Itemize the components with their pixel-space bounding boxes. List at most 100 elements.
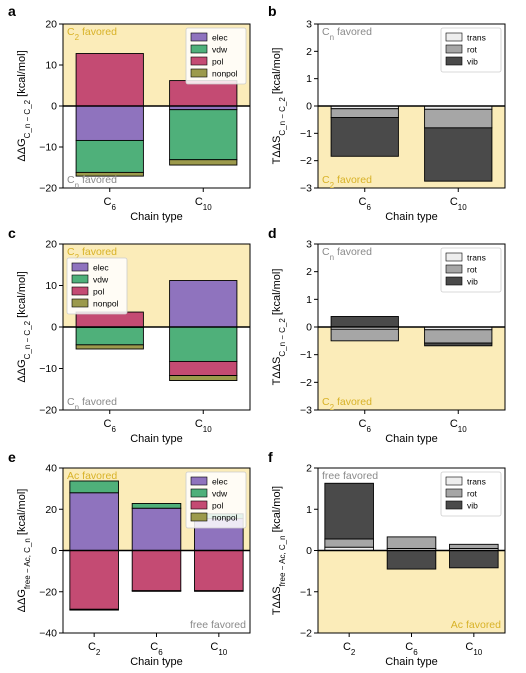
- legend-swatch-pol: [190, 500, 208, 510]
- legend-swatch-rot: [445, 264, 463, 274]
- legend-label-vdw: vdw: [212, 45, 228, 55]
- y-axis-label: TΔΔSC_n − C_2 [kcal/mol]: [271, 48, 287, 165]
- y-axis-label: TΔΔSfree − Ac, C_n [kcal/mol]: [271, 486, 287, 615]
- legend-swatch-nonpol: [71, 298, 89, 308]
- y-tick-label: −2: [300, 155, 312, 167]
- legend-label-elec: elec: [93, 263, 109, 273]
- legend: trans rot vib: [440, 247, 502, 293]
- y-tick-label: 1: [306, 73, 312, 85]
- legend: trans rot vib: [440, 27, 502, 73]
- panel-d: d −3 −2 −1 0 1 2 3 C6 C10 Chain type TΔΔSC_n − C_2 …: [268, 225, 506, 445]
- bar-vdw: [169, 326, 238, 362]
- bar-vib: [424, 127, 493, 182]
- legend-swatch-trans: [445, 252, 463, 262]
- legend-swatch-elec: [71, 262, 89, 272]
- y-tick-label: 10: [45, 280, 57, 292]
- bar-elec: [169, 280, 238, 328]
- panel-f: f −2 −1 0 1 2 C2 C6 C10 Chain type TΔΔSfree − Ac, …: [268, 449, 506, 668]
- x-tick-label: C6: [150, 641, 163, 657]
- x-axis-label: Chain type: [385, 433, 438, 445]
- x-tick-label: C6: [359, 196, 372, 212]
- region-label-bottom: C2 favored: [322, 174, 372, 190]
- bar-vib: [449, 550, 499, 569]
- legend-label-pol: pol: [212, 57, 223, 67]
- legend-swatch-rot: [445, 44, 463, 54]
- region-label-top: C2 favored: [67, 26, 117, 42]
- x-tick-label: C10: [450, 196, 467, 212]
- y-tick-label: 1: [306, 294, 312, 306]
- legend-label-trans: trans: [467, 477, 486, 487]
- region-label-bottom: Cn favored: [67, 174, 117, 190]
- bar-pol: [69, 550, 119, 610]
- legend: elec vdw pol nonpol: [66, 257, 128, 315]
- legend-label-rot: rot: [467, 489, 478, 499]
- y-tick-label: −1: [300, 128, 312, 140]
- bar-vdw: [131, 503, 182, 509]
- legend-swatch-pol: [71, 286, 89, 296]
- region-label-top: Ac favored: [67, 470, 117, 482]
- y-tick-label: 0: [306, 101, 312, 113]
- y-tick-label: 2: [306, 46, 312, 58]
- panel-letter: f: [268, 449, 273, 465]
- legend-swatch-trans: [445, 32, 463, 42]
- bar-pol: [194, 550, 244, 592]
- bar-rot: [424, 329, 493, 344]
- y-tick-label: −20: [39, 405, 57, 417]
- legend-label-vdw: vdw: [212, 489, 228, 499]
- x-tick-label: C10: [195, 196, 212, 212]
- y-tick-label: −3: [300, 183, 312, 195]
- panel-letter: a: [8, 3, 16, 19]
- bar-pol: [131, 550, 182, 592]
- region-label-top: Cn favored: [322, 26, 372, 42]
- legend-label-pol: pol: [212, 501, 223, 511]
- bar-vdw: [75, 139, 144, 173]
- y-tick-label: 0: [51, 101, 57, 113]
- panel-c: c −20 −10 0 10 20 C6 C10 Chain type ΔΔGC_n − C_2 …: [8, 225, 251, 445]
- x-axis-label: Chain type: [130, 211, 183, 223]
- x-tick-label: C6: [405, 641, 418, 657]
- legend-label-vdw: vdw: [93, 275, 109, 285]
- y-axis-label: ΔΔGfree − Ac, C_n [kcal/mol]: [16, 489, 32, 613]
- y-tick-label: 20: [45, 19, 57, 31]
- bar-nonpol: [131, 590, 182, 592]
- region-label-bottom: Ac favored: [451, 619, 501, 631]
- panel-letter: d: [268, 225, 277, 241]
- legend-swatch-vdw: [190, 488, 208, 498]
- legend-label-nonpol: nonpol: [212, 69, 238, 79]
- legend-swatch-pol: [190, 56, 208, 66]
- bar-vib: [330, 316, 399, 328]
- y-axis-label: TΔΔSC_n − C_2 [kcal/mol]: [271, 269, 287, 386]
- bar-rot: [386, 536, 437, 549]
- bar-elec: [75, 105, 144, 141]
- bar-vdw: [75, 326, 144, 346]
- legend-label-nonpol: nonpol: [212, 513, 238, 523]
- bar-pol: [75, 53, 144, 107]
- legend-label-vib: vib: [467, 57, 478, 67]
- bar-elec: [131, 507, 182, 551]
- x-tick-label: C2: [88, 641, 101, 657]
- y-tick-label: −20: [39, 586, 57, 598]
- x-axis-label: Chain type: [130, 656, 183, 668]
- region-label-bottom: Cn favored: [67, 396, 117, 412]
- legend-swatch-nonpol: [190, 68, 208, 78]
- legend-label-trans: trans: [467, 33, 486, 43]
- bar-nonpol: [69, 608, 119, 611]
- legend-label-pol: pol: [93, 287, 104, 297]
- legend: trans rot vib: [440, 471, 502, 517]
- y-tick-label: 1: [306, 504, 312, 516]
- x-axis-label: Chain type: [385, 211, 438, 223]
- x-tick-label: C6: [359, 418, 372, 434]
- panel-letter: b: [268, 3, 277, 19]
- legend-swatch-vib: [445, 500, 463, 510]
- y-tick-label: −2: [300, 628, 312, 640]
- legend-label-rot: rot: [467, 265, 478, 275]
- legend-swatch-nonpol: [190, 512, 208, 522]
- y-tick-label: −1: [300, 586, 312, 598]
- y-tick-label: −1: [300, 349, 312, 361]
- y-tick-label: 0: [51, 322, 57, 334]
- legend-swatch-elec: [190, 32, 208, 42]
- legend-label-vib: vib: [467, 277, 478, 287]
- x-tick-label: C6: [104, 196, 117, 212]
- bar-rot: [324, 538, 374, 548]
- y-tick-label: 0: [306, 322, 312, 334]
